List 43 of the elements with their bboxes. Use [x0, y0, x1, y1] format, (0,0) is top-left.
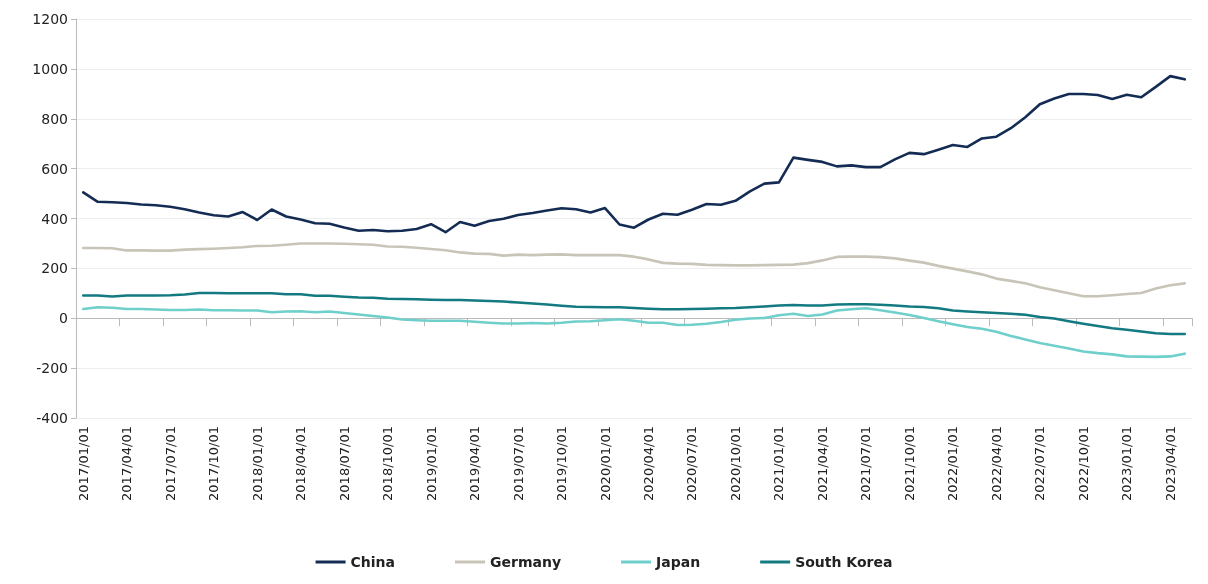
y-tick-label: 400 [41, 210, 68, 227]
y-tick-label: -200 [36, 360, 68, 377]
x-tick-label: 2017/01/01 [75, 426, 91, 501]
x-tick-label: 2017/04/01 [119, 426, 135, 501]
x-tick-label: 2017/10/01 [206, 426, 222, 501]
x-tick-label: 2023/04/01 [1162, 426, 1178, 501]
x-tick-label: 2022/10/01 [1075, 426, 1091, 501]
x-tick-label: 2019/01/01 [423, 426, 439, 501]
line-series [81, 291, 1187, 336]
y-tick-label: 200 [41, 260, 68, 277]
x-tick-label: 2020/04/01 [640, 426, 656, 501]
y-tick-label: 800 [41, 110, 68, 127]
legend-label: South Korea [795, 554, 893, 570]
y-tick-label: 600 [41, 160, 68, 177]
line-series [81, 305, 1187, 359]
x-tick-label: 2018/10/01 [380, 426, 396, 501]
x-tick-label: 2017/07/01 [162, 426, 178, 501]
x-tick-label: 2019/07/01 [510, 426, 526, 501]
x-tick-label: 2021/04/01 [814, 426, 830, 501]
x-tick-label: 2022/04/01 [988, 426, 1004, 501]
x-tick-label: 2019/04/01 [467, 426, 483, 501]
x-tick-label: 2021/10/01 [901, 426, 917, 501]
x-tick-label: 2022/07/01 [1032, 426, 1048, 501]
x-tick-label: 2022/01/01 [945, 426, 961, 501]
x-tick-label: 2018/04/01 [293, 426, 309, 501]
y-tick-label: 0 [59, 310, 68, 327]
x-tick-label: 2018/07/01 [336, 426, 352, 501]
x-tick-label: 2020/10/01 [727, 426, 743, 501]
x-tick-label: 2018/01/01 [249, 426, 265, 501]
legend-label: China [350, 554, 396, 570]
legend-label: Japan [655, 554, 701, 570]
x-tick-label: 2020/07/01 [684, 426, 700, 501]
line-series [81, 74, 1187, 234]
y-tick-label: 1200 [32, 11, 68, 27]
legend-label: Germany [490, 554, 562, 570]
x-tick-label: 2019/10/01 [554, 426, 570, 501]
y-tick-label: 1000 [32, 60, 68, 77]
y-tick-label: -400 [36, 410, 68, 426]
x-tick-label: 2023/01/01 [1119, 426, 1135, 501]
line-series [81, 242, 1187, 298]
x-tick-label: 2020/01/01 [597, 426, 613, 501]
x-tick-label: 2021/01/01 [771, 426, 787, 501]
x-tick-label: 2021/07/01 [858, 426, 874, 501]
